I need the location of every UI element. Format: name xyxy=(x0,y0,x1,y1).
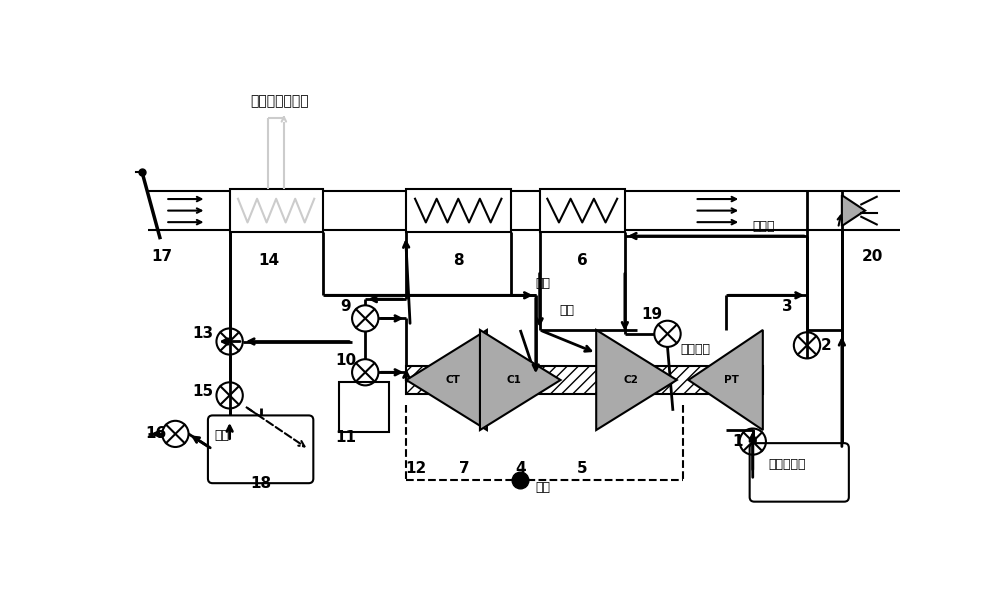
Text: 冷路: 冷路 xyxy=(559,304,574,317)
Text: 11: 11 xyxy=(335,430,356,445)
Text: 18: 18 xyxy=(250,476,271,491)
Text: 热路: 热路 xyxy=(536,481,551,494)
Polygon shape xyxy=(688,330,763,430)
Bar xyxy=(339,382,388,431)
Text: 冷却设备载冷剂: 冷却设备载冷剂 xyxy=(251,94,309,108)
Text: 10: 10 xyxy=(335,353,356,368)
Text: C2: C2 xyxy=(623,375,638,385)
Text: CT: CT xyxy=(445,375,460,385)
Text: 14: 14 xyxy=(258,253,279,268)
Text: 5: 5 xyxy=(577,461,588,476)
FancyBboxPatch shape xyxy=(208,415,313,483)
Text: 6: 6 xyxy=(577,253,588,268)
Text: 12: 12 xyxy=(405,461,426,476)
Text: 15: 15 xyxy=(192,384,213,399)
Text: 冷风道: 冷风道 xyxy=(753,220,775,232)
Text: 排出: 排出 xyxy=(214,429,229,442)
Text: 冲压空气: 冲压空气 xyxy=(680,343,710,356)
Text: 7: 7 xyxy=(459,461,470,476)
Text: 1: 1 xyxy=(732,434,742,449)
Text: 回风: 回风 xyxy=(536,277,551,290)
Polygon shape xyxy=(480,330,561,430)
Text: 4: 4 xyxy=(515,461,526,476)
Text: C1: C1 xyxy=(507,375,522,385)
Bar xyxy=(540,189,625,232)
Bar xyxy=(230,189,323,232)
Text: 9: 9 xyxy=(341,299,351,314)
Text: 发动机引气: 发动机引气 xyxy=(768,458,806,471)
Polygon shape xyxy=(406,330,487,430)
Text: 19: 19 xyxy=(641,307,663,322)
Text: 20: 20 xyxy=(862,250,884,264)
Text: 3: 3 xyxy=(782,299,793,314)
Text: 13: 13 xyxy=(192,326,213,341)
Text: 16: 16 xyxy=(145,427,167,442)
Polygon shape xyxy=(596,330,677,430)
Polygon shape xyxy=(842,195,865,226)
Text: 8: 8 xyxy=(453,253,464,268)
FancyBboxPatch shape xyxy=(750,443,849,502)
Bar xyxy=(406,189,511,232)
Text: 2: 2 xyxy=(821,338,832,353)
Text: PT: PT xyxy=(724,375,739,385)
Bar xyxy=(406,366,763,394)
Text: 17: 17 xyxy=(152,250,173,264)
